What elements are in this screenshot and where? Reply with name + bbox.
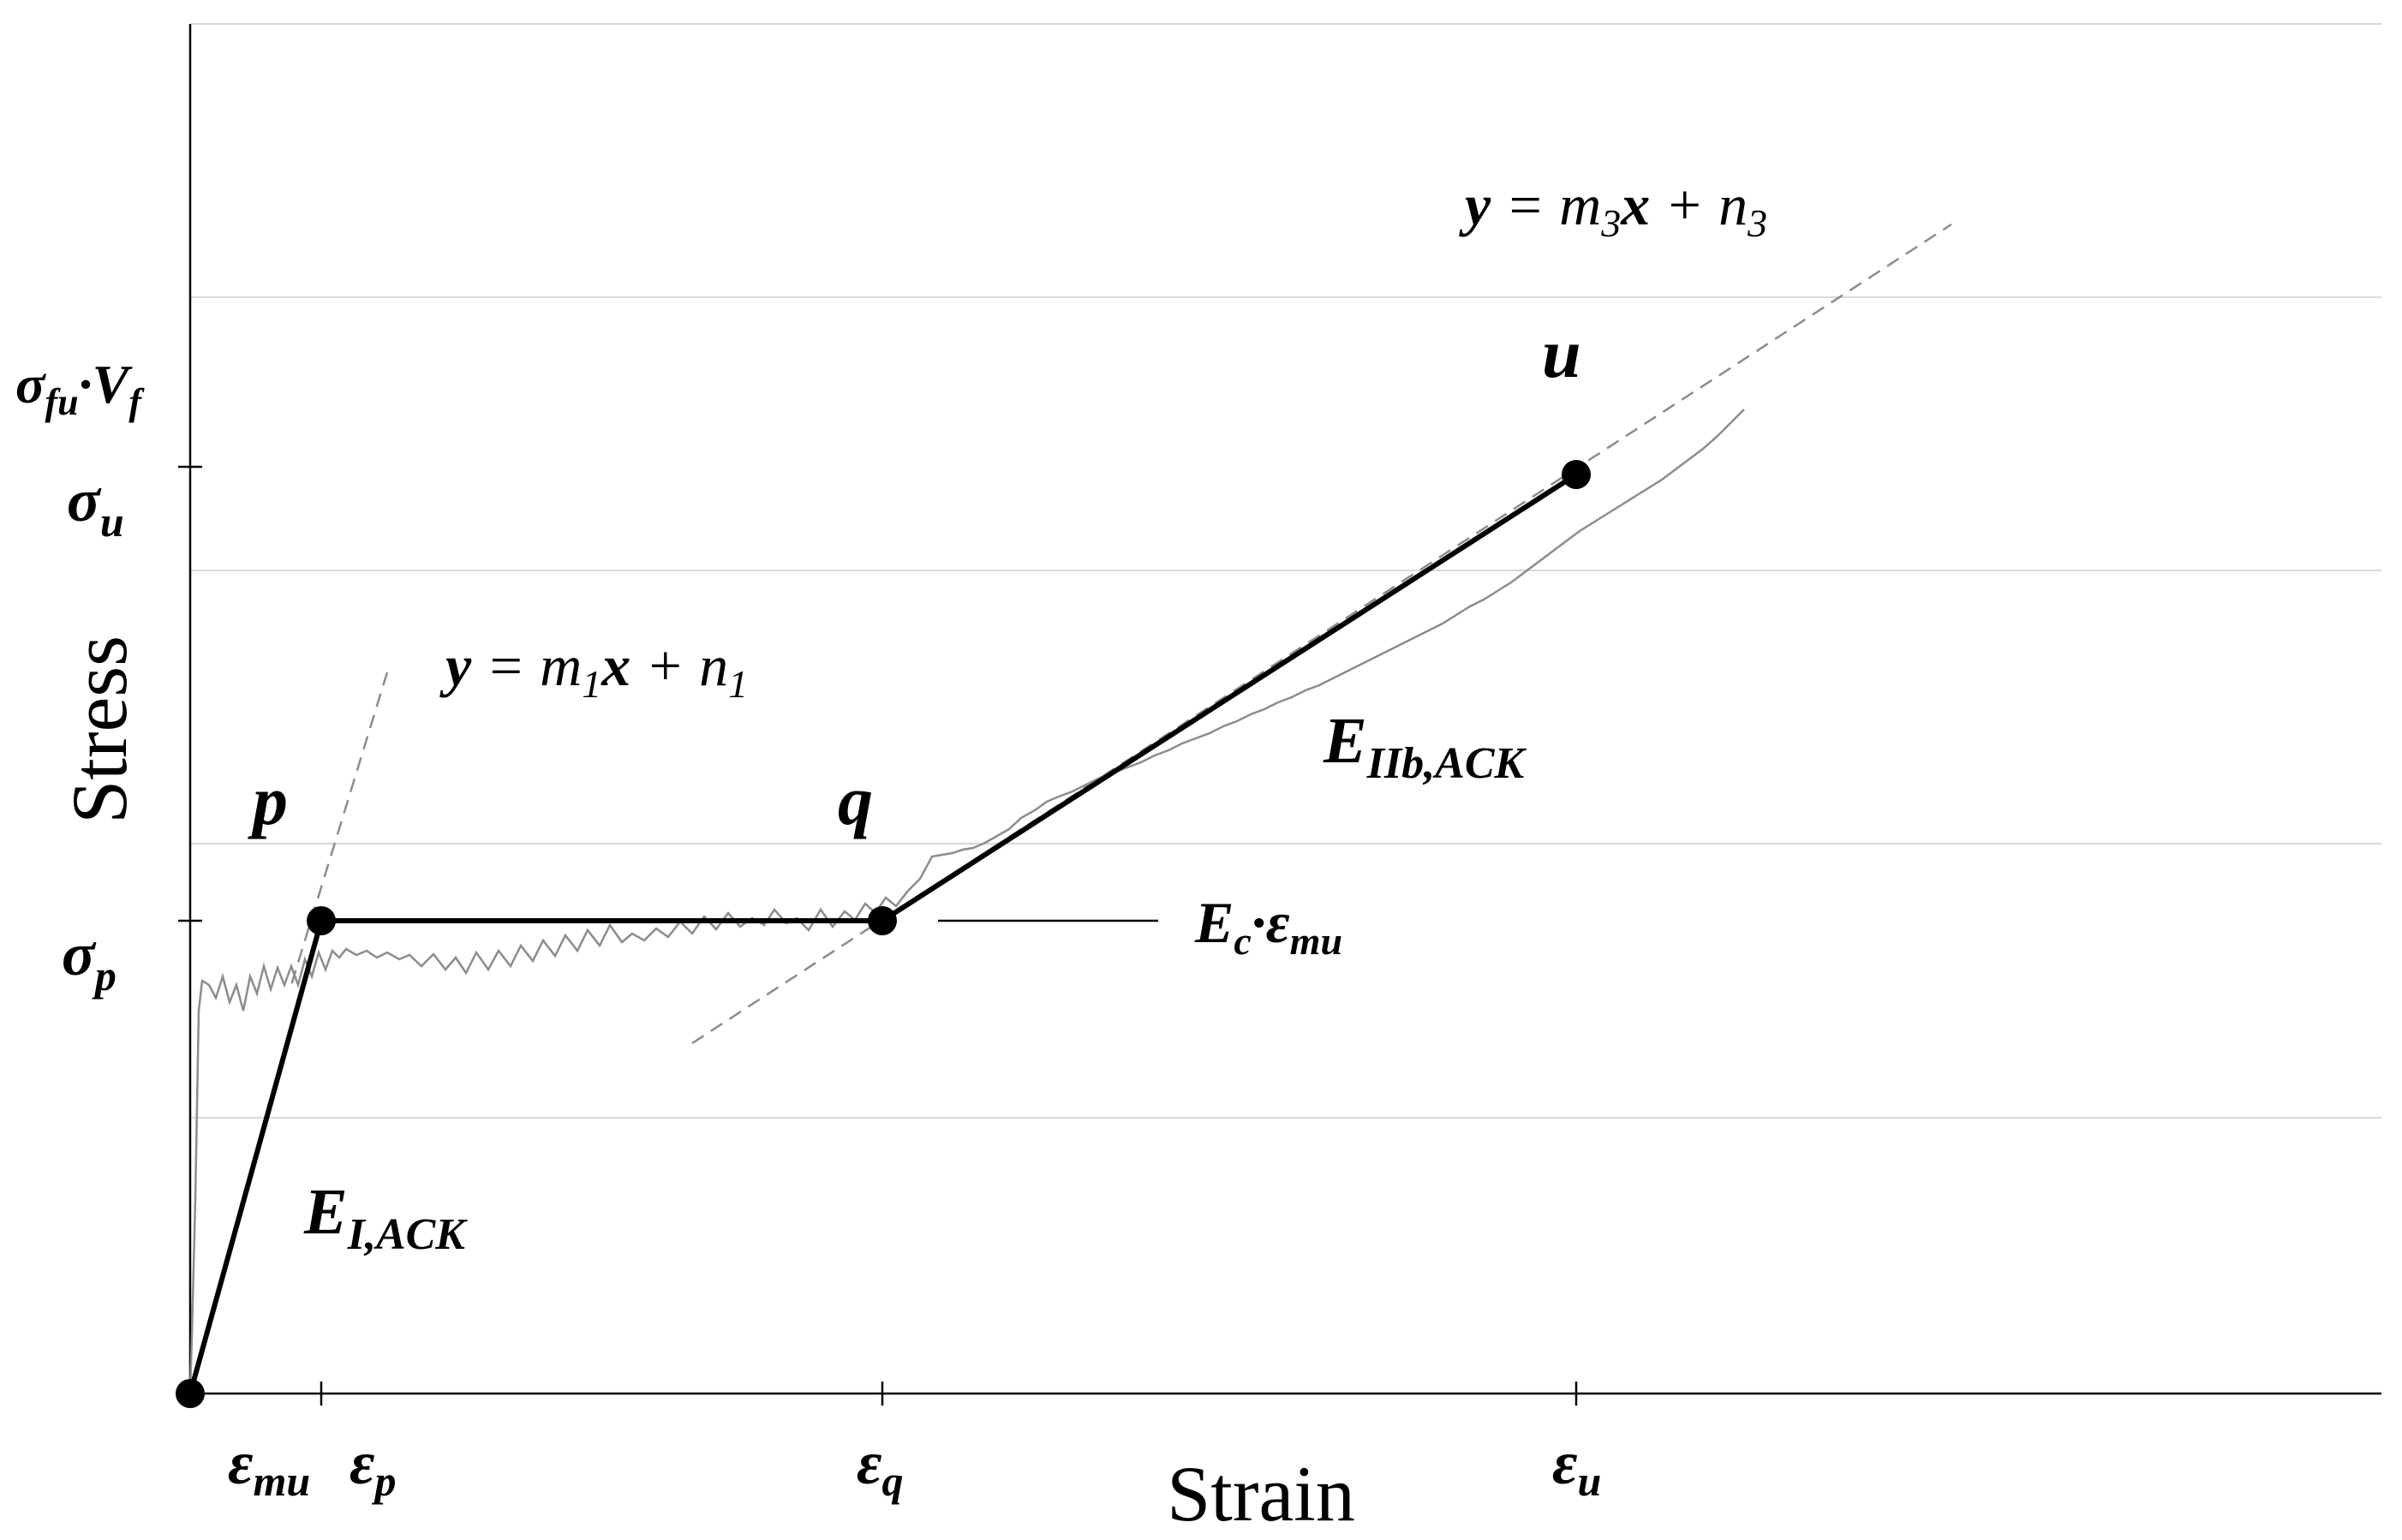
ec-symbol: E — [1194, 890, 1234, 955]
y-label-sigma-u: σu — [67, 466, 124, 546]
y-label-sigma-p: σp — [62, 920, 117, 1000]
point-label-p: p — [248, 761, 288, 839]
e1-symbol: E — [303, 1176, 348, 1248]
equation-3: y = m3x + n3 — [1459, 172, 1767, 245]
x-label-eps-p: εp — [350, 1429, 397, 1505]
x-label-eps-q: εq — [857, 1429, 904, 1505]
x-axis-title: Strain — [1167, 1450, 1355, 1537]
eps-p-symbol: ε — [350, 1429, 375, 1497]
eq3-y: y — [1459, 172, 1491, 237]
eq3-m-sub: 3 — [1600, 201, 1621, 245]
eps-mu-symbol: ε — [228, 1429, 254, 1497]
label-e1-ack: EI,ACK — [303, 1176, 468, 1259]
y-label-sigma-fu-vf: σfu·Vf — [15, 354, 145, 423]
eq1-n-sub: 1 — [728, 662, 748, 706]
ec-sub2: mu — [1290, 919, 1342, 963]
point-label-u: u — [1542, 314, 1581, 392]
sigma-u-symbol: σ — [67, 466, 102, 534]
ec-dot-eps: ·ε — [1252, 890, 1290, 955]
eps-u-sub: u — [1578, 1457, 1602, 1505]
gridlines — [190, 23, 2381, 1119]
eq3-n-sub: 3 — [1747, 201, 1767, 245]
e2-sub: IIb,ACK — [1366, 739, 1527, 788]
eps-q-symbol: ε — [857, 1429, 882, 1497]
eps-p-sub: p — [372, 1457, 397, 1505]
vf-sub: f — [128, 381, 145, 423]
point-label-q: q — [838, 761, 873, 839]
point-origin — [176, 1379, 205, 1408]
eq3-x: x — [1620, 172, 1650, 237]
experimental-curve — [188, 409, 1745, 1394]
vf-symbol: ·V — [79, 354, 134, 415]
e1-sub: I,ACK — [347, 1210, 469, 1259]
sigma-p-sub: p — [92, 952, 117, 1000]
sigma-fu-symbol: σ — [15, 354, 46, 415]
eq3-eq: = m — [1491, 172, 1601, 237]
eps-q-sub: q — [882, 1457, 904, 1505]
eps-mu-sub: mu — [254, 1457, 311, 1505]
eq1-plus: + n — [630, 633, 728, 698]
eq1-eq: = m — [471, 633, 582, 698]
sigma-p-symbol: σ — [62, 920, 97, 988]
y-axis-title: Stress — [56, 636, 143, 824]
eq1-y: y — [439, 633, 472, 698]
label-ec-emu: Ec·εmu — [1194, 890, 1342, 963]
label-e2-ack: EIIb,ACK — [1323, 705, 1527, 788]
axes — [178, 24, 2381, 1406]
fit-line-1 — [290, 672, 389, 986]
point-q — [868, 906, 897, 935]
model-line — [188, 472, 1578, 1394]
sigma-u-sub: u — [100, 498, 124, 546]
eq1-x: x — [600, 633, 630, 698]
equation-1: y = m1x + n1 — [439, 633, 748, 706]
eq3-plus: + n — [1650, 172, 1748, 237]
sigma-fu-sub: fu — [45, 381, 79, 423]
e2-symbol: E — [1323, 705, 1367, 777]
ec-sub: c — [1234, 919, 1251, 963]
eps-u-symbol: ε — [1552, 1429, 1578, 1497]
eq1-m-sub: 1 — [582, 662, 601, 706]
x-label-eps-mu: εmu — [228, 1429, 310, 1505]
point-u — [1562, 460, 1591, 489]
point-p — [307, 906, 336, 935]
x-label-eps-u: εu — [1552, 1429, 1601, 1505]
